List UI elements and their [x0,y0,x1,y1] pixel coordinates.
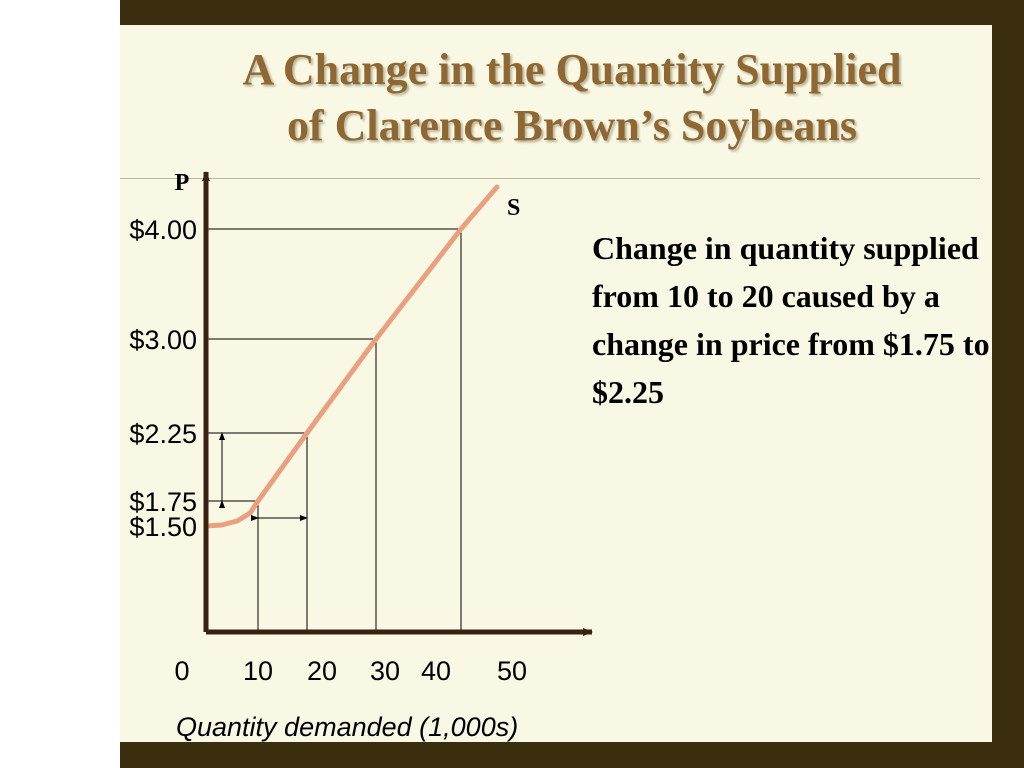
x-tick-label: 30 [370,656,400,686]
slide-title: A Change in the Quantity Supplied of Cla… [120,42,1024,154]
y-axis-title: P [175,170,190,196]
slide-title-line-1: A Change in the Quantity Supplied [242,45,902,94]
supply-curve [203,184,500,529]
x-tick-label: 50 [497,656,527,686]
change-arrows [219,432,308,521]
y-tick-label: $4.00 [129,215,197,245]
y-tick-label: $3.00 [129,325,197,355]
axis-labels: S P $1.50$1.75 $2.25 $3.00 $4.00 0 10 20 30 40 50 Qu… [129,170,527,742]
supply-curve-layer [203,184,500,529]
x-tick-label: 10 [243,656,273,686]
x-axis-title: Quantity demanded (1,000s) [176,712,518,742]
reference-lines [206,228,462,632]
annotation-text: Change in quantity supplied from 10 to 2… [592,230,990,410]
x-tick-label: 20 [307,656,337,686]
y-tick-label: $2.25 [129,419,197,449]
x-tick-label: 0 [174,656,189,686]
slide-title-line-2: of Clarence Brown’s Soybeans [287,101,857,150]
y-tick-label: $1.50 [129,512,197,542]
x-tick-label: 40 [421,656,451,686]
y-tick-label: $1.75 [129,487,197,517]
left-margin-strip [0,0,120,768]
supply-curve-label: S [507,195,520,221]
title-divider [120,178,980,179]
slide-panel [120,25,992,742]
axes [202,171,593,636]
